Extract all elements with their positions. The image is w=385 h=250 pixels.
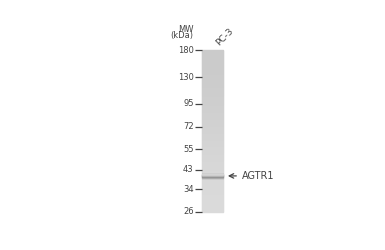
Text: 95: 95 (183, 99, 194, 108)
Text: 55: 55 (183, 145, 194, 154)
Text: 34: 34 (183, 185, 194, 194)
Text: 130: 130 (178, 73, 194, 82)
Text: 43: 43 (183, 165, 194, 174)
Text: 180: 180 (178, 46, 194, 55)
Text: AGTR1: AGTR1 (241, 171, 274, 181)
Text: PC-3: PC-3 (214, 26, 235, 47)
Text: 72: 72 (183, 122, 194, 131)
Text: MW: MW (178, 25, 194, 34)
Text: 26: 26 (183, 208, 194, 216)
Text: (kDa): (kDa) (171, 31, 194, 40)
